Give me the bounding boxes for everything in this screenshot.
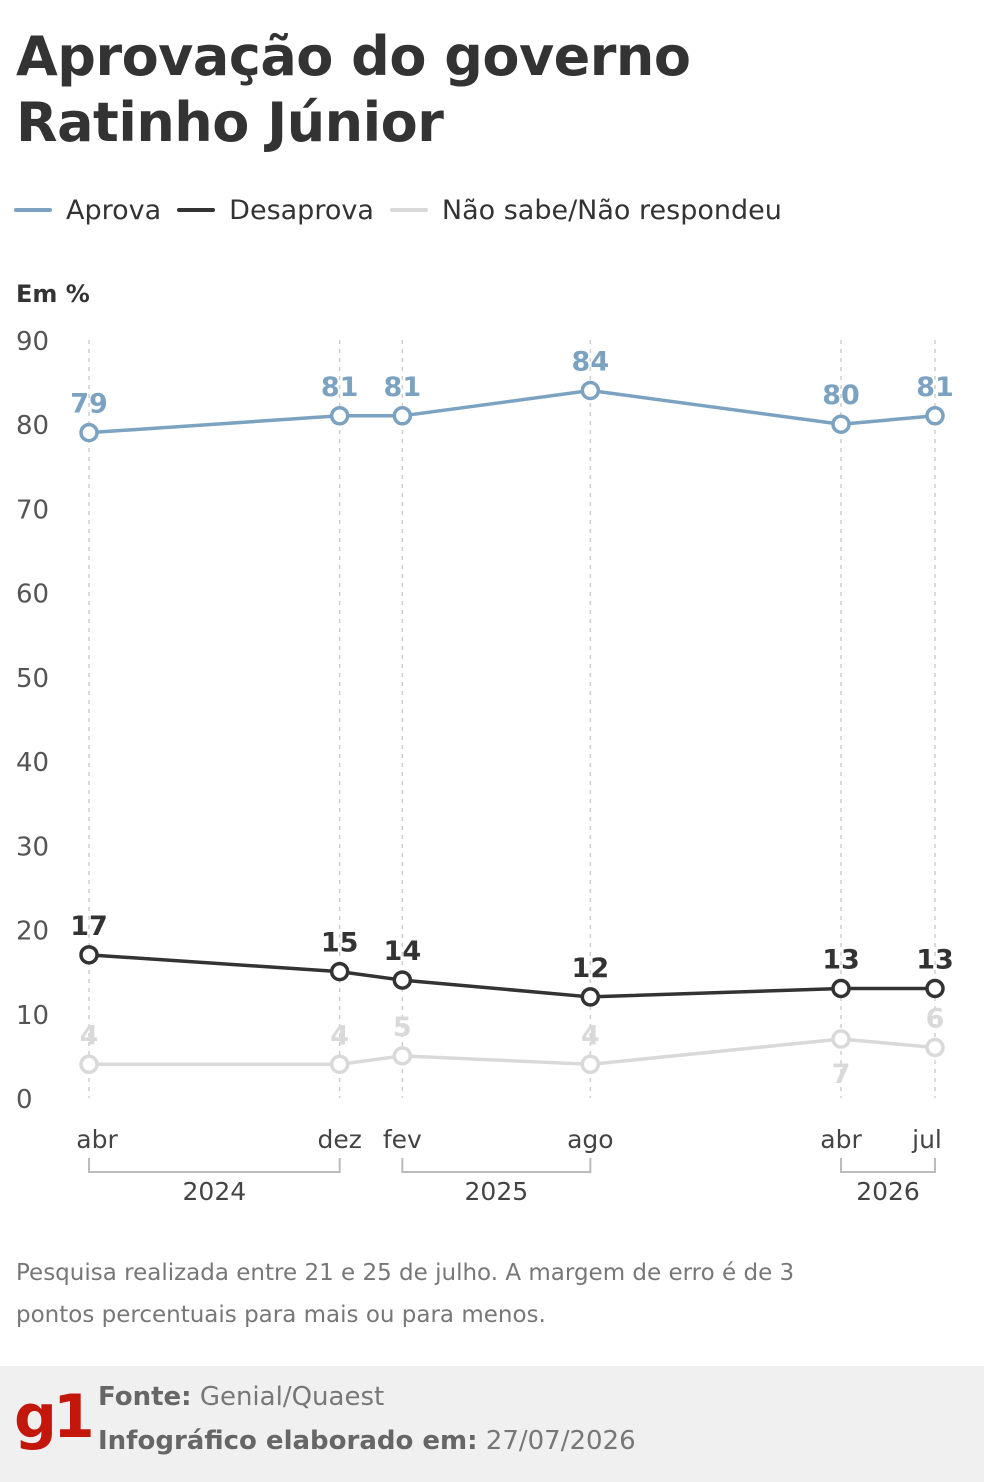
data-point — [580, 1054, 601, 1075]
legend-item-desaprova: Desaprova — [177, 195, 374, 226]
legend-swatch-desaprova — [177, 208, 216, 212]
source-line: Fonte: Genial/Quaest — [98, 1382, 384, 1412]
data-label: 6 — [926, 1003, 945, 1034]
data-point — [831, 1029, 851, 1049]
line-chart: 0 10 20 30 40 50 60 70 80 90 abr dez fev ago abr jul 2… — [16, 327, 954, 1206]
x-tick-label: dez — [317, 1125, 361, 1154]
data-point — [580, 380, 601, 401]
x-tick-label: abr — [76, 1125, 118, 1154]
y-tick-label: 0 — [16, 1085, 33, 1115]
year-bracket — [88, 1158, 341, 1173]
y-tick-label: 80 — [16, 411, 49, 441]
data-point — [329, 406, 350, 426]
legend-item-aprova: Aprova — [14, 195, 161, 226]
date-line: Infográfico elaborado em: 27/07/2026 — [98, 1426, 636, 1456]
data-point — [79, 1054, 99, 1075]
data-point — [925, 1037, 945, 1058]
y-axis-ticks: 0 10 20 30 40 50 60 70 80 90 — [16, 327, 49, 1115]
series-line — [88, 953, 935, 999]
legend-item-nao-sabe: Não sabe/Não respondeu — [389, 194, 782, 226]
date-value: 27/07/2026 — [485, 1426, 636, 1456]
series-group: 79 81 81 84 80 81 17 15 14 12 13 13 4 4 5 4 7 6 — [70, 347, 954, 1091]
data-point — [580, 987, 601, 1007]
year-brackets: 2024 2025 2026 — [88, 1158, 936, 1206]
methodology-note: Pesquisa realizada entre 21 e 25 de julh… — [16, 1260, 795, 1328]
data-label: 5 — [393, 1012, 412, 1043]
data-label: 84 — [572, 347, 610, 378]
year-label: 2025 — [465, 1177, 529, 1206]
y-tick-label: 40 — [16, 748, 49, 778]
data-point — [831, 414, 851, 434]
legend: Aprova Desaprova Não sabe/Não respondeu — [14, 190, 798, 230]
data-point — [392, 970, 413, 990]
legend-label-desaprova: Desaprova — [229, 194, 374, 226]
source-label: Fonte: — [98, 1382, 192, 1412]
legend-label-aprova: Aprova — [66, 194, 162, 226]
x-axis-ticks: abr dez fev ago abr jul — [76, 1125, 942, 1154]
title-line-1: Aprovação do governo — [16, 25, 691, 88]
data-label: 14 — [384, 936, 422, 967]
series-line — [88, 388, 936, 435]
x-tick-label: fev — [383, 1125, 422, 1154]
y-tick-label: 50 — [16, 664, 49, 694]
y-tick-label: 10 — [16, 1001, 49, 1031]
data-label: 4 — [581, 1020, 600, 1051]
data-label: 81 — [916, 372, 954, 403]
year-label: 2024 — [183, 1177, 247, 1206]
year-label: 2026 — [856, 1177, 920, 1206]
data-point — [925, 978, 945, 999]
x-tick-label: abr — [820, 1125, 862, 1154]
x-tick-label: ago — [567, 1125, 613, 1154]
legend-swatch-aprova — [14, 208, 52, 212]
series-2: 4 4 5 4 7 6 — [79, 1003, 945, 1090]
date-label: Infográfico elaborado em: — [98, 1426, 478, 1456]
data-point — [79, 422, 99, 443]
data-label: 7 — [832, 1059, 851, 1090]
data-label: 81 — [321, 372, 359, 403]
data-point — [329, 1054, 350, 1075]
y-tick-label: 20 — [16, 917, 49, 947]
footer: g1 Fonte: Genial/Quaest Infográfico elab… — [0, 1366, 984, 1482]
series-1: 17 15 14 12 13 13 — [70, 911, 954, 1007]
data-label: 13 — [822, 945, 860, 976]
y-tick-label: 60 — [16, 580, 49, 610]
year-bracket — [401, 1158, 592, 1173]
y-tick-label: 70 — [16, 495, 49, 525]
y-tick-label: 30 — [16, 832, 49, 862]
series-0: 79 81 81 84 80 81 — [70, 347, 954, 443]
legend-label-nao-sabe: Não sabe/Não respondeu — [441, 194, 782, 226]
chart-title: Aprovação do governo Ratinho Júnior — [16, 24, 691, 156]
data-label: 13 — [916, 945, 954, 976]
series-line — [89, 1037, 936, 1067]
unit-label: Em % — [16, 280, 90, 308]
data-point — [831, 978, 851, 999]
data-point — [392, 1046, 413, 1066]
data-label: 17 — [70, 911, 108, 942]
data-label: 15 — [321, 928, 359, 959]
legend-swatch-nao-sabe — [389, 208, 428, 212]
data-point — [79, 945, 99, 965]
x-tick-label: jul — [911, 1125, 942, 1154]
g1-logo: g1 — [14, 1382, 95, 1452]
data-point — [392, 406, 413, 426]
data-point — [925, 406, 945, 426]
source-value: Genial/Quaest — [199, 1382, 385, 1412]
data-label: 4 — [330, 1020, 349, 1051]
data-label: 12 — [572, 953, 610, 984]
data-label: 81 — [384, 372, 422, 403]
year-bracket — [840, 1158, 936, 1173]
gridlines — [88, 340, 936, 1098]
data-label: 4 — [80, 1020, 99, 1051]
data-label: 80 — [822, 380, 860, 411]
data-point — [329, 961, 350, 982]
title-line-2: Ratinho Júnior — [16, 91, 444, 154]
data-label: 79 — [70, 389, 108, 420]
y-tick-label: 90 — [16, 327, 49, 357]
